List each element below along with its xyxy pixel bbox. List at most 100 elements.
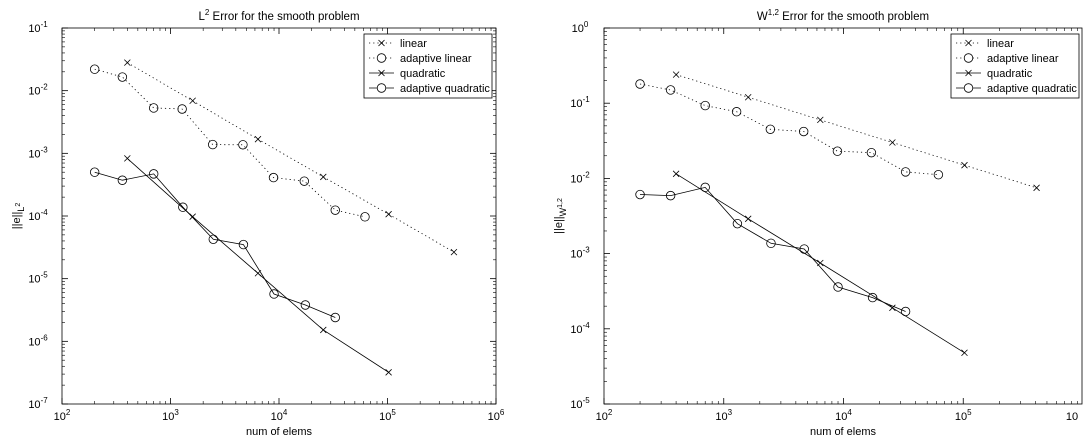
y-tick-label: 10-2 [570, 170, 590, 185]
legend-item: linear [369, 38, 427, 50]
data-point [89, 167, 100, 177]
data-point [124, 59, 131, 66]
x-tick-label: 102 [596, 408, 613, 423]
y-tick-label: 10-3 [570, 246, 590, 261]
data-point [1033, 184, 1040, 192]
data-point [700, 100, 710, 111]
series-adaptive-linear [635, 79, 944, 180]
y-tick-label: 10-5 [570, 396, 590, 411]
legend-item: quadratic [956, 68, 1033, 80]
data-point [117, 72, 128, 82]
data-point [208, 139, 218, 150]
series-quadratic [672, 170, 968, 357]
data-point [672, 71, 680, 78]
data-point [766, 238, 776, 249]
legend-label: adaptive linear [987, 53, 1059, 65]
data-point [268, 172, 279, 183]
data-point [254, 135, 262, 143]
data-point [731, 107, 742, 117]
data-point [665, 190, 676, 201]
data-point [961, 161, 968, 169]
legend-label: adaptive quadratic [987, 83, 1077, 95]
data-point [450, 248, 458, 256]
chart-1: 102 103 104 105 106 10-7 10-6 10-5 10-4 10-3 10-2 1… [11, 8, 505, 438]
data-point [732, 218, 743, 229]
data-point [320, 326, 327, 334]
x-tick-label: 105 [379, 408, 396, 423]
data-point [177, 104, 187, 114]
legend-label: linear [400, 38, 427, 50]
y-tick-label: 10-4 [28, 208, 48, 223]
legend-marker [376, 53, 387, 63]
y-tick-label: 10-5 [28, 271, 48, 286]
legend: linear adaptive linear quadratic adaptive q… [363, 33, 493, 99]
chart-title: W1,2 Error for the smooth problem [757, 8, 929, 23]
legend-marker [376, 83, 387, 93]
y-tick-label: 10-4 [570, 321, 590, 336]
y-tick-label: 10-3 [28, 145, 48, 160]
data-point [700, 182, 710, 193]
x-tick-label: 103 [715, 408, 732, 423]
data-point [635, 79, 645, 89]
y-tick-label: 10-7 [28, 396, 48, 411]
legend-label: quadratic [400, 68, 446, 80]
legend-marker [378, 69, 385, 77]
x-tick-label: 104 [271, 408, 288, 423]
data-point [933, 169, 944, 180]
data-point [330, 312, 340, 323]
data-point [299, 176, 309, 186]
data-point [817, 116, 824, 124]
data-point [889, 304, 896, 312]
legend-marker [963, 53, 974, 63]
data-point [330, 205, 340, 215]
data-point [900, 167, 911, 177]
chart-title: L2 Error for the smooth problem [198, 8, 359, 23]
y-tick-label: 10-1 [570, 95, 590, 110]
legend-item: adaptive linear [956, 53, 1059, 65]
data-point [889, 139, 896, 146]
series-linear [672, 71, 1040, 192]
y-tick-label: 100 [572, 20, 589, 35]
data-point [189, 97, 196, 105]
legend-marker [378, 39, 385, 47]
data-point [672, 170, 680, 178]
y-tick-label: 10-6 [28, 333, 48, 348]
chart-2: 102 103 104 105 10 10-5 10-4 10-3 10-2 10-1 100 W1,… [553, 8, 1083, 438]
x-tick-label: 105 [955, 408, 972, 423]
legend-item: adaptive quadratic [956, 83, 1077, 95]
data-point [635, 189, 645, 200]
legend-label: adaptive linear [400, 53, 472, 65]
legend-marker [965, 39, 972, 47]
series-linear [124, 59, 458, 256]
legend-item: quadratic [369, 68, 446, 80]
series-line [94, 171, 336, 318]
data-point [148, 103, 159, 113]
data-point [360, 212, 370, 222]
series-adaptive-quadratic [89, 167, 340, 323]
x-tick-label: 104 [835, 408, 852, 423]
data-point [799, 244, 809, 254]
data-point [269, 289, 279, 299]
data-point [867, 292, 878, 303]
plot-frame [603, 27, 1083, 405]
data-point [117, 175, 128, 185]
legend-marker [965, 69, 972, 77]
x-tick-label: 102 [54, 408, 71, 423]
data-point [961, 349, 968, 357]
data-point [208, 234, 218, 244]
data-point [89, 64, 100, 74]
data-point [832, 146, 843, 156]
x-axis-label: num of elems [810, 426, 877, 438]
y-tick-label: 10-2 [28, 83, 48, 98]
data-point [744, 215, 752, 223]
data-point [385, 210, 392, 218]
legend-item: adaptive quadratic [369, 83, 490, 95]
data-point [148, 169, 159, 179]
series-line [639, 83, 939, 176]
y-axis-label: ||e||L2 [11, 203, 26, 230]
legend-item: linear [956, 38, 1014, 50]
series-adaptive-linear [89, 64, 370, 222]
legend: linear adaptive linear quadratic adaptive q… [950, 33, 1080, 99]
legend-label: linear [987, 38, 1014, 50]
